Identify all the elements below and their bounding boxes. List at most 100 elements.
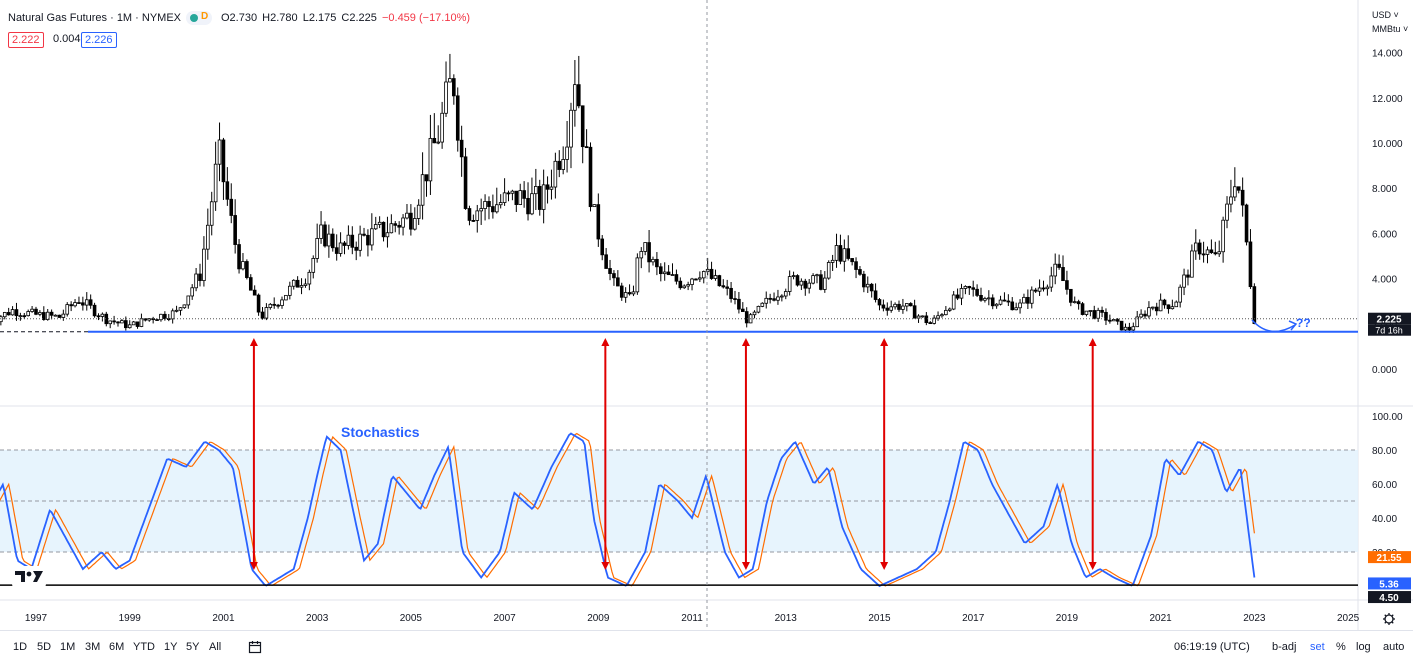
- bid-price-box[interactable]: 2.222: [8, 32, 44, 48]
- time-tick-label: 1997: [25, 613, 48, 624]
- currency-label[interactable]: USD ˅: [1372, 10, 1399, 20]
- candle-body: [284, 294, 288, 301]
- arrow-down-icon: [249, 562, 258, 570]
- stochastic-d-line[interactable]: [0, 432, 1255, 587]
- candle-body: [967, 286, 972, 289]
- candle-body: [194, 273, 198, 289]
- candle-body: [901, 305, 905, 310]
- candle-body: [1045, 286, 1050, 290]
- candle-body: [1186, 274, 1190, 278]
- close-value: C2.225: [341, 12, 377, 24]
- auto-toggle[interactable]: auto: [1383, 641, 1405, 653]
- candle-body: [764, 297, 769, 304]
- candle-body: [573, 84, 577, 111]
- cycle-low-arrow[interactable]: [601, 338, 610, 570]
- timeframe-1d[interactable]: 1D: [13, 641, 28, 653]
- candle-body: [108, 320, 112, 325]
- cycle-low-arrow[interactable]: [249, 338, 258, 570]
- forecast-arrow-icon[interactable]: [1251, 319, 1296, 333]
- percent-toggle[interactable]: %: [1336, 641, 1346, 653]
- timeframe-all[interactable]: All: [209, 641, 222, 653]
- cycle-low-arrow[interactable]: [1088, 338, 1097, 570]
- candle-body: [1154, 306, 1159, 312]
- candle-body: [6, 312, 11, 316]
- candle-body: [975, 288, 979, 296]
- settlement-toggle[interactable]: set: [1310, 641, 1325, 653]
- candle-body: [932, 317, 936, 324]
- candle-body: [717, 275, 722, 287]
- candle-body: [213, 163, 218, 203]
- chart-canvas[interactable]: ?? Stochastics 14.000 12.000 10.000 8.000 6.0…: [0, 0, 1413, 630]
- time-tick-label: 2025: [1337, 613, 1360, 624]
- candle-body: [1057, 263, 1061, 268]
- candle-body: [1139, 313, 1143, 318]
- candle-body: [780, 295, 784, 298]
- candle-body: [1072, 301, 1077, 304]
- timeframe-5d[interactable]: 5D: [37, 641, 52, 653]
- candle-body: [448, 78, 452, 83]
- timeframe-6m[interactable]: 6M: [109, 641, 125, 653]
- candle-body: [701, 271, 706, 279]
- time-tick-label: 2015: [868, 613, 891, 624]
- stochastic-level-box-label: 4.50: [1379, 593, 1399, 604]
- candle-body: [592, 204, 597, 208]
- candle-body: [358, 233, 362, 251]
- candle-body: [1143, 313, 1147, 317]
- candle-body: [963, 286, 968, 289]
- chart-legend: Natural Gas Futures · 1M · NYMEX D O2.73…: [8, 11, 472, 25]
- candle-body: [354, 246, 359, 251]
- candle-body: [1069, 288, 1073, 303]
- utc-clock[interactable]: 06:19:19 (UTC): [1174, 641, 1250, 653]
- candle-body: [127, 324, 132, 329]
- timeframe-5y[interactable]: 5Y: [186, 641, 200, 653]
- log-toggle[interactable]: log: [1356, 641, 1371, 653]
- candle-body: [526, 197, 530, 215]
- candle-body: [370, 228, 374, 246]
- candle-body: [881, 304, 886, 309]
- candle-body: [908, 303, 913, 307]
- time-tick-label: 2017: [962, 613, 985, 624]
- candle-body: [1088, 310, 1093, 312]
- candle-body: [77, 302, 81, 304]
- candle-body: [1018, 302, 1022, 309]
- cycle-low-arrow[interactable]: [880, 338, 889, 570]
- timeframe-3m[interactable]: 3M: [85, 641, 101, 653]
- candle-body: [1197, 242, 1202, 255]
- ask-price-box[interactable]: 2.226: [81, 32, 117, 48]
- candle-body: [131, 321, 136, 326]
- candle-body: [1049, 275, 1054, 288]
- settings-gear-icon[interactable]: [1383, 613, 1395, 625]
- candle-body: [1190, 250, 1194, 278]
- timeframe-ytd[interactable]: YTD: [133, 641, 155, 653]
- time-tick-label: 2005: [400, 613, 423, 624]
- candle-body: [588, 146, 593, 208]
- candle-body: [709, 268, 714, 279]
- symbol-title[interactable]: Natural Gas Futures · 1M · NYMEX: [8, 12, 181, 24]
- candle-body: [405, 212, 409, 219]
- stochastic-tick-label: 80.00: [1372, 446, 1397, 457]
- currency-unit-selector[interactable]: USD ˅ MMBtu ˅: [1372, 8, 1408, 36]
- unit-label[interactable]: MMBtu ˅: [1372, 24, 1409, 34]
- stochastic-k-line[interactable]: [0, 432, 1256, 588]
- candle-body: [1119, 320, 1124, 331]
- candle-body: [112, 320, 116, 323]
- candle-body: [362, 233, 366, 236]
- candle-body: [1065, 280, 1069, 290]
- price-tick-label: 10.000: [1372, 139, 1403, 150]
- candle-body: [600, 238, 605, 256]
- candle-body: [1053, 263, 1058, 277]
- adjust-toggle[interactable]: b-adj: [1272, 641, 1297, 653]
- candle-body: [1111, 319, 1116, 322]
- arrow-down-icon: [741, 562, 750, 570]
- countdown-label: 7d 16h: [1375, 326, 1403, 336]
- candle-body: [237, 244, 241, 270]
- date-range-icon[interactable]: [248, 640, 262, 654]
- timeframe-1m[interactable]: 1M: [60, 641, 76, 653]
- candle-body: [1225, 203, 1229, 221]
- logo-v: [33, 571, 43, 582]
- candle-body: [1092, 310, 1097, 319]
- timeframe-1y[interactable]: 1Y: [164, 641, 178, 653]
- market-status-indicator[interactable]: D: [186, 11, 212, 25]
- cycle-low-arrow[interactable]: [741, 338, 750, 570]
- candle-body: [619, 285, 624, 298]
